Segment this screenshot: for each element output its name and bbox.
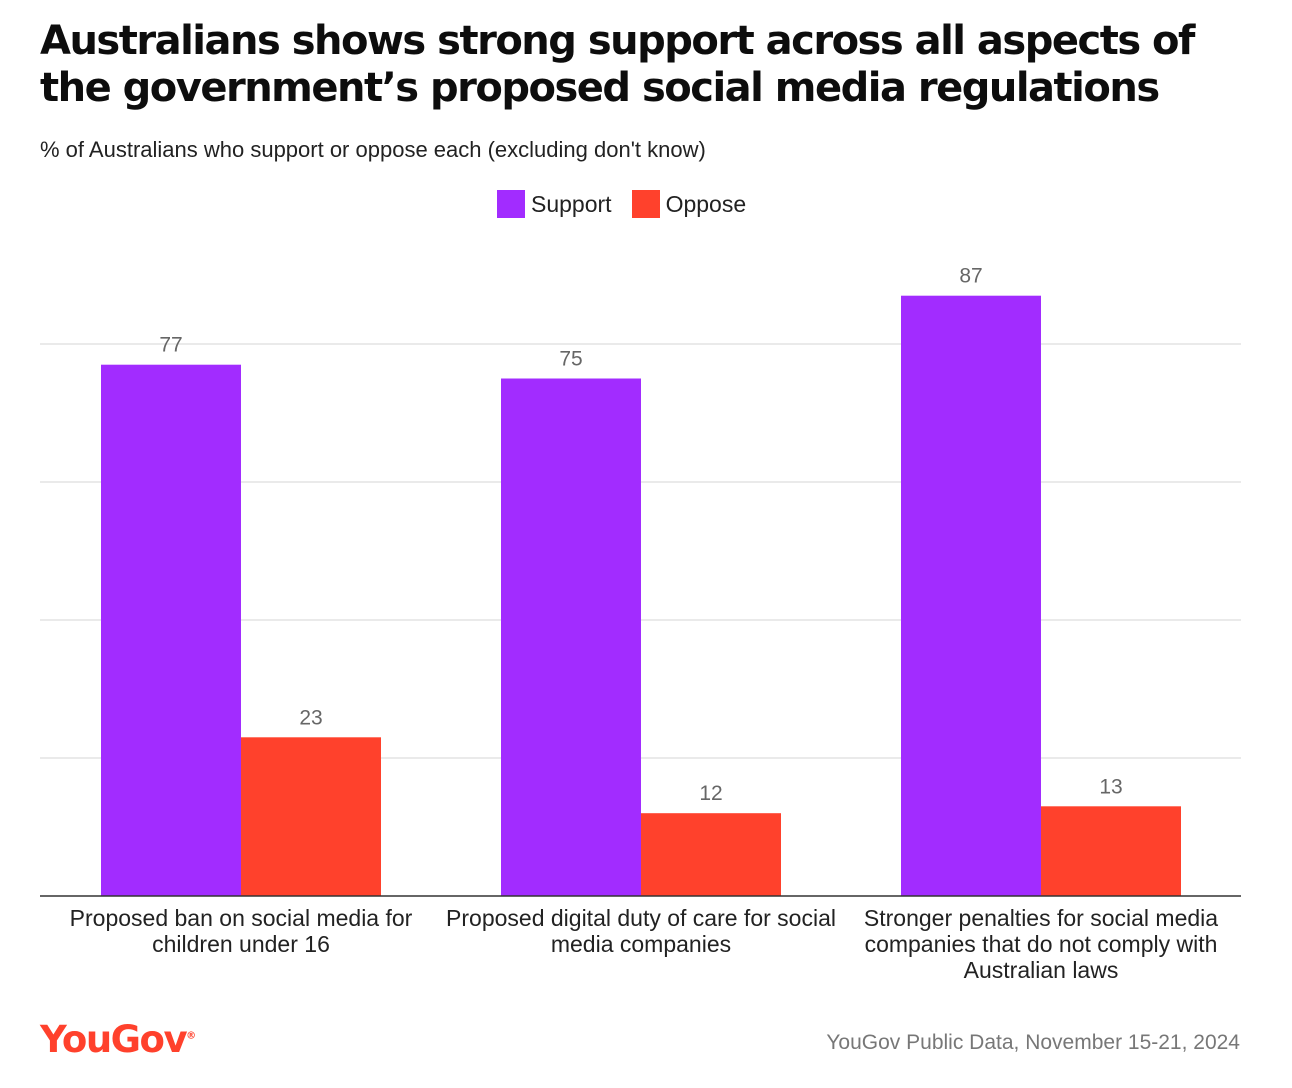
legend-label-oppose: Oppose xyxy=(665,190,747,217)
bar-chart: 77 23 75 12 87 13 xyxy=(40,265,1241,897)
bar-oppose xyxy=(1041,806,1181,896)
legend-swatch-oppose xyxy=(631,190,660,218)
category-label-penalties: Stronger penalties for social media comp… xyxy=(863,905,1219,983)
category-label-duty-of-care: Proposed digital duty of care for social… xyxy=(446,905,836,957)
data-label: 75 xyxy=(559,348,582,371)
data-label: 87 xyxy=(959,265,982,288)
registered-mark: ® xyxy=(186,1030,197,1042)
yougov-logo-text: YouGov xyxy=(40,1018,188,1061)
bar-support xyxy=(901,295,1041,896)
legend-label-support: Support xyxy=(531,190,612,217)
yougov-logo: YouGov® xyxy=(40,1018,196,1061)
legend: Support Oppose xyxy=(497,190,766,218)
chart-title: Australians shows strong support across … xyxy=(40,18,1195,111)
data-label: 13 xyxy=(1099,775,1122,798)
bar-oppose xyxy=(641,813,781,896)
data-label: 23 xyxy=(299,706,322,729)
data-label: 12 xyxy=(699,782,722,805)
legend-item-support: Support xyxy=(497,190,612,218)
bar-oppose xyxy=(241,737,381,896)
legend-item-oppose: Oppose xyxy=(631,190,747,218)
legend-swatch-support xyxy=(497,190,525,218)
data-label: 77 xyxy=(159,334,182,357)
chart-subtitle: % of Australians who support or oppose e… xyxy=(40,137,706,162)
category-label-ban: Proposed ban on social media for childre… xyxy=(69,905,413,957)
source-note: YouGov Public Data, November 15-21, 2024 xyxy=(826,1031,1240,1054)
bar-support xyxy=(501,378,641,896)
bar-support xyxy=(101,364,241,896)
